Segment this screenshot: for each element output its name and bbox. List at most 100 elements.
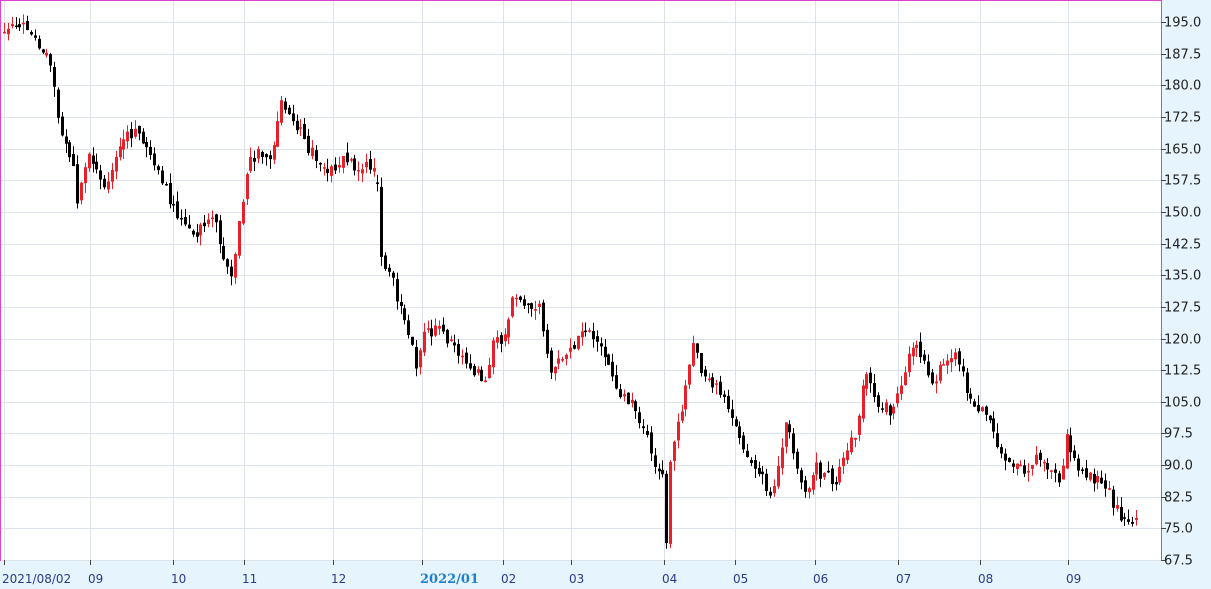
candle-body (261, 152, 264, 157)
candle-body (881, 408, 884, 410)
x-tick-label: 02 (501, 572, 516, 586)
candle-body (561, 359, 564, 361)
candle-body (992, 418, 995, 431)
candle-body (573, 345, 576, 349)
y-tick-label: 172.5 (1164, 111, 1201, 126)
y-tick-label: 157.5 (1164, 174, 1201, 189)
candle-body (754, 460, 757, 469)
candle-body (927, 361, 930, 375)
candle-body (407, 320, 410, 335)
candle-body (107, 181, 110, 189)
candle (238, 221, 241, 259)
candle (380, 177, 383, 265)
candle-body (746, 451, 749, 457)
candle-body (835, 482, 838, 484)
candle-body (1023, 465, 1026, 473)
candle-body (654, 455, 657, 467)
candle-body (480, 370, 483, 381)
candle-body (885, 402, 888, 412)
candle-body (889, 405, 892, 415)
x-tick-label: 2021/08/02 (2, 572, 71, 586)
candle-body (157, 166, 160, 170)
candle-body (996, 433, 999, 447)
candle-body (1077, 459, 1080, 471)
candle-body (554, 367, 557, 373)
candle-body (546, 330, 549, 354)
candle-body (684, 385, 687, 409)
candle-body (84, 167, 87, 183)
candle-body (423, 332, 426, 353)
candle-body (326, 169, 329, 173)
candle-body (42, 49, 45, 52)
candle-body (731, 409, 734, 417)
candle-body (49, 54, 52, 65)
candle-body (1089, 473, 1092, 480)
candle-body (153, 154, 156, 166)
candle-body (969, 394, 972, 399)
candle-body (1085, 468, 1088, 477)
candle-body (296, 121, 299, 130)
candle-body (138, 126, 141, 134)
candle-body (496, 337, 499, 343)
candle-body (1012, 463, 1015, 466)
candle-body (1058, 473, 1061, 482)
candle-body (338, 165, 341, 168)
candle-body (615, 375, 618, 388)
candle-body (149, 147, 152, 155)
candle-body (592, 331, 595, 339)
candle-body (958, 351, 961, 364)
candle-body (769, 492, 772, 496)
candle-body (180, 218, 183, 220)
candle-body (619, 389, 622, 397)
candle-body (53, 67, 56, 87)
candle-body (26, 21, 29, 30)
candle-body (607, 355, 610, 365)
candle-body (446, 330, 449, 343)
candle-body (877, 395, 880, 407)
candle-body (361, 169, 364, 173)
candle-body (45, 53, 48, 56)
candle-body (411, 337, 414, 345)
candle-body (257, 149, 260, 158)
x-tick-label: 04 (662, 572, 677, 586)
candle-body (419, 350, 422, 367)
candle-body (781, 448, 784, 469)
candle-body (565, 355, 568, 359)
candle-body (457, 344, 460, 356)
candle-body (246, 174, 249, 199)
candle-body (145, 142, 148, 147)
candle-body (1081, 469, 1084, 471)
candle-body (234, 254, 237, 278)
candle-body (249, 157, 252, 171)
y-tick-label: 127.5 (1164, 301, 1201, 316)
candle-body (1016, 464, 1019, 469)
candle-body (727, 396, 730, 409)
candle-body (1116, 505, 1119, 509)
candle-body (130, 129, 133, 138)
candle-body (623, 394, 626, 396)
candle-body (15, 26, 18, 28)
candle-body (738, 426, 741, 438)
candle (669, 460, 672, 548)
candle-body (319, 163, 322, 165)
candle-body (1100, 478, 1103, 484)
y-tick-label: 187.5 (1164, 48, 1201, 63)
candle-body (838, 467, 841, 483)
candle-body (673, 442, 676, 461)
candle-body (708, 379, 711, 381)
candle-body (1127, 519, 1130, 522)
plot-area (1, 1, 1162, 561)
candle-body (962, 366, 965, 371)
x-tick-label: 2022/01 (420, 572, 479, 587)
candle-body (311, 148, 314, 156)
candle-body (1008, 458, 1011, 462)
candle-body (638, 412, 641, 423)
candle-body (1035, 455, 1038, 464)
y-tick-label: 142.5 (1164, 238, 1201, 253)
candle-body (519, 297, 522, 300)
candle-body (935, 382, 938, 384)
candle-body (323, 167, 326, 169)
y-tick-label: 105.0 (1164, 396, 1201, 411)
candle-body (38, 39, 41, 49)
